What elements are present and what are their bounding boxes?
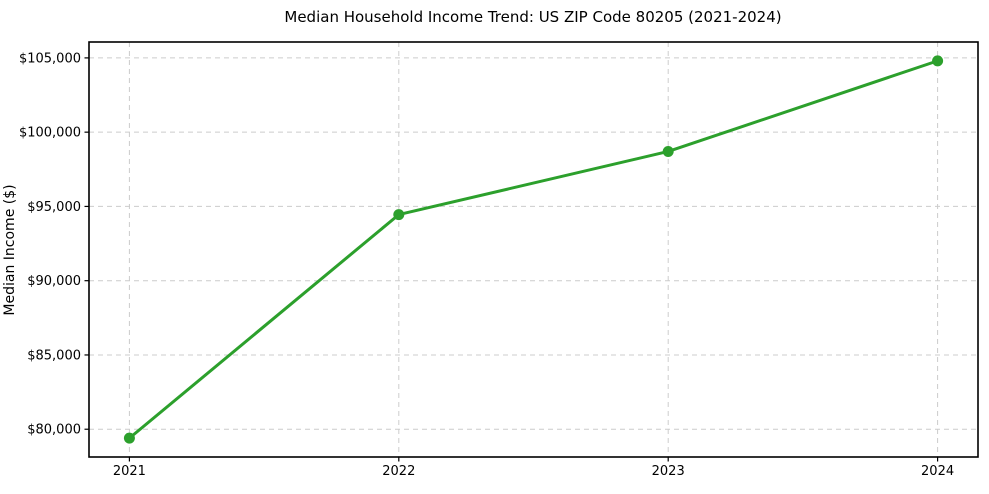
x-tick-label: 2022 — [382, 464, 415, 479]
data-point-marker — [123, 432, 135, 444]
plot-border — [88, 41, 979, 458]
data-series-layer — [123, 55, 944, 444]
y-tick-label: $105,000 — [19, 51, 81, 66]
y-tick-label: $85,000 — [27, 348, 81, 363]
axes-spine-box — [88, 41, 979, 458]
gridlines-layer — [89, 42, 978, 457]
y-tick-label: $90,000 — [27, 274, 81, 289]
data-point-marker — [932, 55, 944, 67]
axis-ticks-layer — [84, 57, 939, 462]
trend-line — [127, 59, 940, 440]
chart-title: Median Household Income Trend: US ZIP Co… — [284, 8, 781, 26]
x-tick-label: 2023 — [652, 464, 685, 479]
y-tick-label: $95,000 — [27, 200, 81, 215]
y-tick-label: $100,000 — [19, 126, 81, 141]
x-tick-label: 2021 — [113, 464, 146, 479]
tick-labels-layer: $80,000 $85,000 $90,000 $95,000 $100,000 $105… — [19, 51, 954, 479]
y-axis-label: Median Income ($) — [2, 184, 18, 315]
data-point-marker — [662, 145, 674, 157]
y-tick-label: $80,000 — [27, 423, 81, 438]
data-point-marker — [393, 209, 405, 221]
x-tick-label: 2024 — [921, 464, 954, 479]
